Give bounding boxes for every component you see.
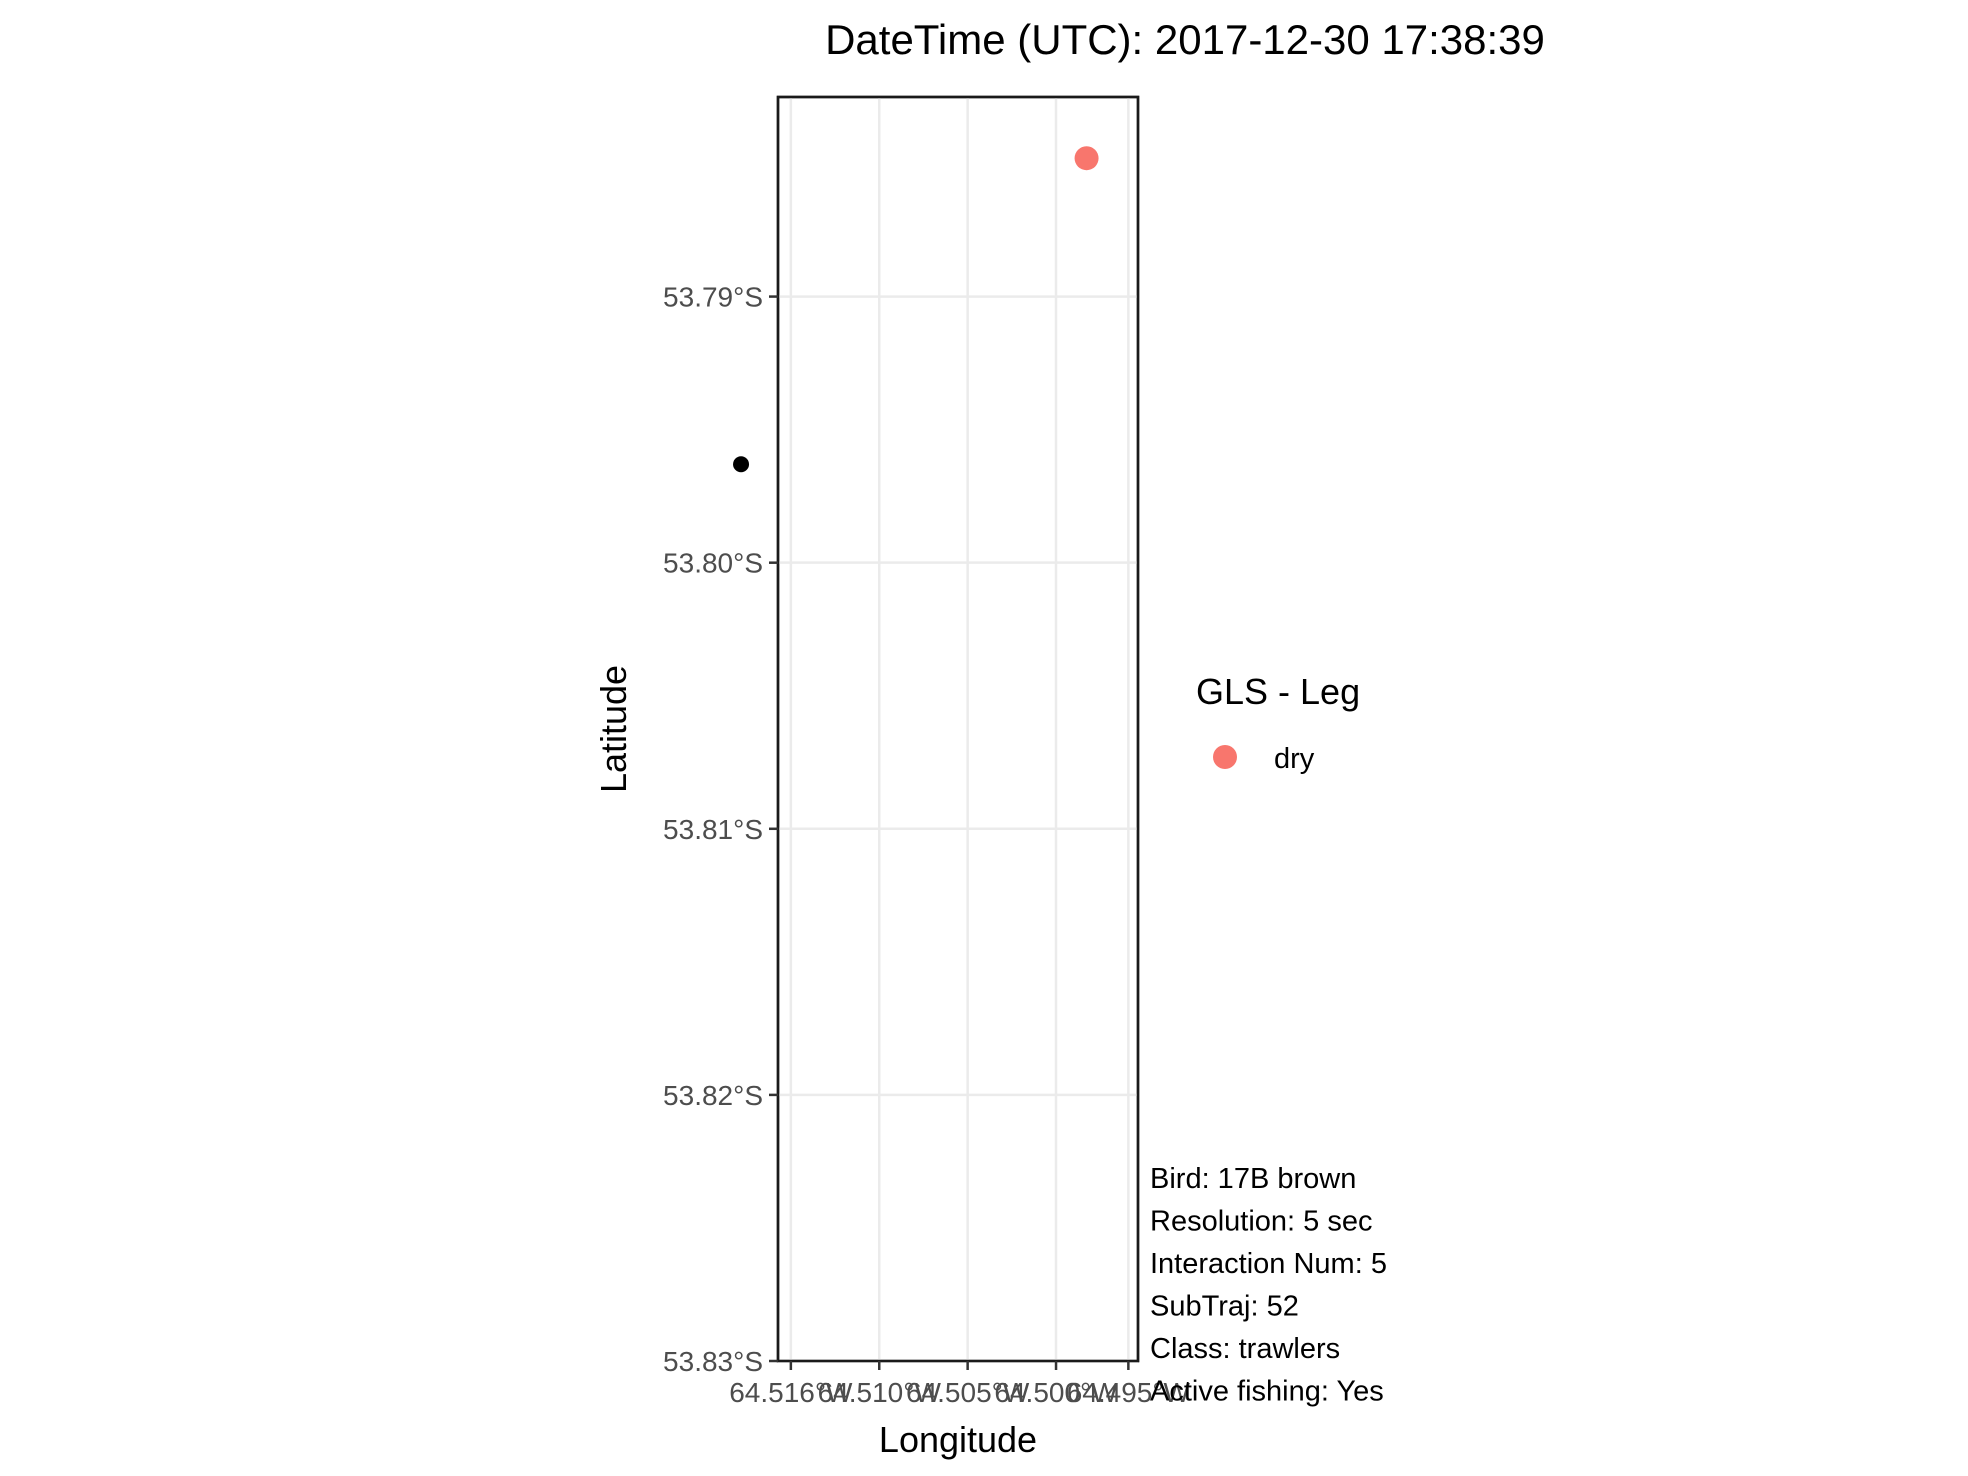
x-axis-title: Longitude — [879, 1419, 1037, 1460]
panel-border — [776, 95, 1140, 1363]
x-tick-label: 64.510°W — [818, 1377, 942, 1408]
data-point-dry — [1074, 146, 1099, 171]
x-tick-label: 64.495°W — [1067, 1377, 1191, 1408]
x-tick-label: 64.505°W — [906, 1377, 1030, 1408]
x-tick-label: 64.516°W — [729, 1377, 853, 1408]
legend-title: GLS - Leg — [1196, 671, 1360, 712]
annotation-line: SubTraj: 52 — [1150, 1291, 1299, 1323]
annotation-block: Bird: 17B brown Resolution: 5 sec Interact… — [1150, 1163, 1387, 1408]
plot-panel — [776, 95, 1140, 1363]
y-tick-label: 53.80°S — [663, 548, 763, 579]
y-tick-label: 53.83°S — [663, 1346, 763, 1377]
legend: dry — [1213, 743, 1315, 775]
y-tick-label: 53.81°S — [663, 814, 763, 845]
annotation-line: Active fishing: Yes — [1150, 1376, 1384, 1408]
annotation-line: Class: trawlers — [1150, 1333, 1340, 1365]
data-point-black — [733, 456, 750, 473]
annotation-line: Bird: 17B brown — [1150, 1163, 1356, 1195]
chart-title: DateTime (UTC): 2017-12-30 17:38:39 — [825, 16, 1545, 63]
legend-key-dry — [1213, 745, 1237, 769]
axis-ticks: 53.79°S53.80°S53.81°S53.82°S53.83°S64.51… — [663, 282, 1191, 1408]
annotation-line: Interaction Num: 5 — [1150, 1248, 1387, 1280]
legend-label-dry: dry — [1274, 743, 1315, 775]
annotation-line: Resolution: 5 sec — [1150, 1206, 1372, 1238]
x-tick-label: 64.500°W — [994, 1377, 1118, 1408]
y-tick-label: 53.79°S — [663, 282, 763, 313]
data-points — [733, 146, 1099, 473]
y-axis-title: Latitude — [593, 665, 634, 793]
y-tick-label: 53.82°S — [663, 1080, 763, 1111]
